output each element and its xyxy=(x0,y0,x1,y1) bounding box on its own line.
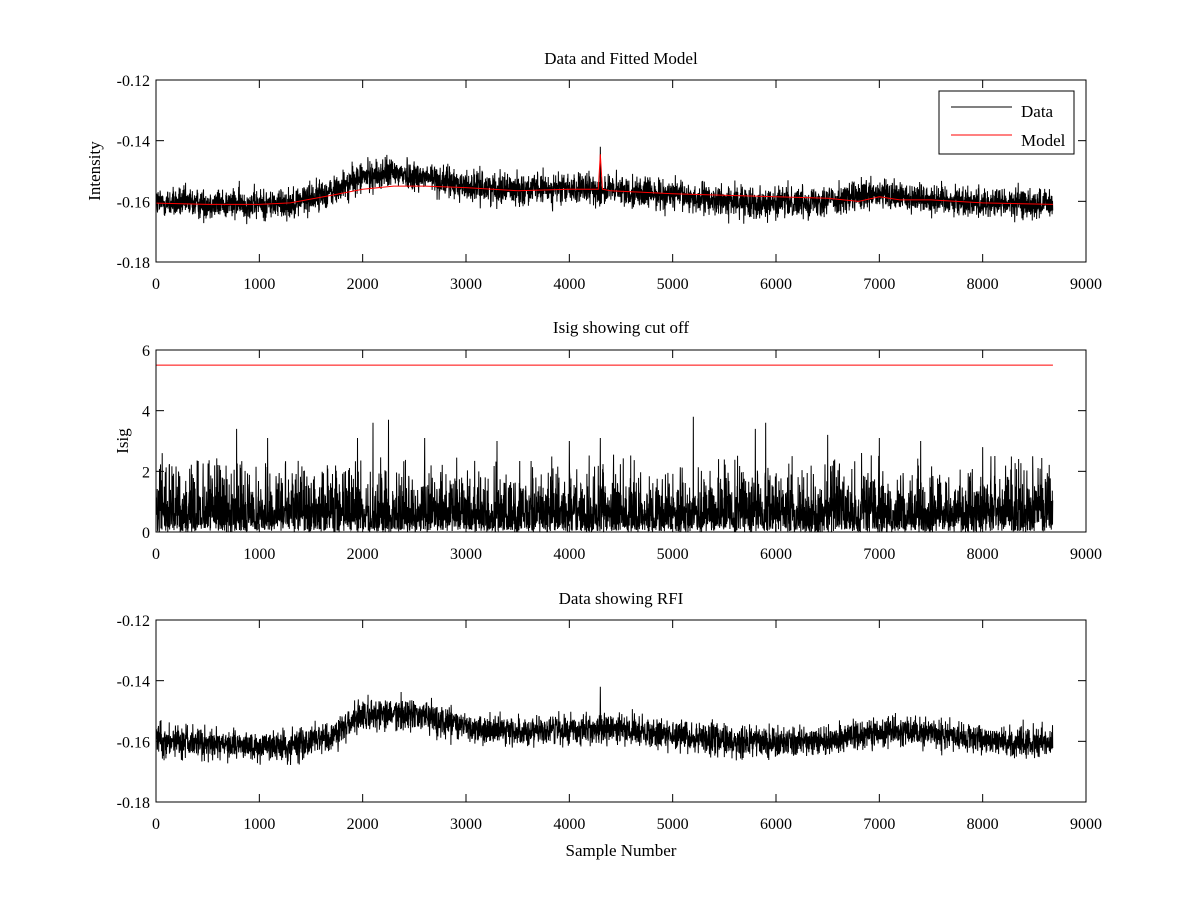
panel-title: Isig showing cut off xyxy=(553,318,689,337)
x-tick-label: 4000 xyxy=(553,546,585,563)
x-tick-label: 2000 xyxy=(347,546,379,563)
x-tick-label: 7000 xyxy=(863,546,895,563)
x-axis-label: Sample Number xyxy=(566,841,677,860)
y-tick-label: 2 xyxy=(142,464,150,481)
y-tick-label: -0.18 xyxy=(117,255,150,272)
x-tick-label: 8000 xyxy=(967,276,999,293)
x-tick-label: 6000 xyxy=(760,546,792,563)
legend-label-data: Data xyxy=(1021,102,1054,121)
series-isig xyxy=(155,416,1054,533)
y-tick-label: -0.16 xyxy=(117,734,150,751)
x-tick-label: 9000 xyxy=(1070,276,1102,293)
x-tick-label: 8000 xyxy=(967,816,999,833)
panel-title: Data showing RFI xyxy=(559,589,684,608)
panel-isig-showing-cut-off: Isig showing cut off Isig 0 1000 2000 3000 4… xyxy=(113,318,1102,563)
y-tick-label: -0.16 xyxy=(117,194,150,211)
legend-label-model: Model xyxy=(1021,131,1066,150)
x-tick-label: 7000 xyxy=(863,276,895,293)
y-tick-label: -0.12 xyxy=(117,613,150,630)
y-tick-label: -0.14 xyxy=(117,134,150,151)
series-data xyxy=(155,146,1054,225)
series-layer xyxy=(155,364,1054,533)
x-tick-label: 6000 xyxy=(760,816,792,833)
x-tick-label: 0 xyxy=(152,816,160,833)
x-tick-label: 5000 xyxy=(657,546,689,563)
series-layer xyxy=(155,146,1054,225)
panel-title: Data and Fitted Model xyxy=(544,49,698,68)
x-tick-label: 1000 xyxy=(243,816,275,833)
legend-box xyxy=(938,90,1075,155)
axes-layer: 0 1000 2000 3000 4000 5000 6000 7000 8000 9000 0 2 4… xyxy=(142,343,1102,563)
axes-layer: 0 1000 2000 3000 4000 5000 6000 7000 8000 9000 -0.… xyxy=(117,73,1102,293)
x-tick-label: 1000 xyxy=(243,276,275,293)
y-tick-label: -0.18 xyxy=(117,795,150,812)
x-tick-label: 4000 xyxy=(553,816,585,833)
x-tick-label: 3000 xyxy=(450,546,482,563)
x-tick-label: 3000 xyxy=(450,276,482,293)
y-tick-label: 6 xyxy=(142,343,150,360)
x-tick-label: 5000 xyxy=(657,276,689,293)
y-axis-label: Intensity xyxy=(85,141,104,201)
panel-data-and-fitted-model: Data and Fitted Model Intensity 0 1000 200… xyxy=(85,49,1102,293)
axes-layer: 0 1000 2000 3000 4000 5000 6000 7000 8000 9000 -0.… xyxy=(117,613,1102,833)
axes-frame xyxy=(155,619,1087,803)
x-tick-label: 4000 xyxy=(553,276,585,293)
y-tick-label: 4 xyxy=(142,404,150,421)
axes-frame xyxy=(155,79,1087,263)
x-tick-label: 8000 xyxy=(967,546,999,563)
x-tick-label: 0 xyxy=(152,546,160,563)
series-data xyxy=(155,686,1054,765)
x-tick-label: 5000 xyxy=(657,816,689,833)
y-tick-label: -0.12 xyxy=(117,73,150,90)
x-tick-label: 2000 xyxy=(347,816,379,833)
y-axis-label: Isig xyxy=(113,428,132,454)
legend: Data Model xyxy=(938,90,1075,155)
x-tick-label: 7000 xyxy=(863,816,895,833)
y-tick-label: 0 xyxy=(142,525,150,542)
x-tick-label: 9000 xyxy=(1070,816,1102,833)
axes-frame xyxy=(155,349,1087,533)
x-tick-label: 1000 xyxy=(243,546,275,563)
series-model xyxy=(155,154,1053,205)
x-tick-label: 0 xyxy=(152,276,160,293)
x-tick-label: 6000 xyxy=(760,276,792,293)
x-tick-label: 3000 xyxy=(450,816,482,833)
series-layer xyxy=(155,686,1054,765)
panel-data-showing-rfi: Data showing RFI Sample Number 0 1000 2000… xyxy=(117,589,1102,860)
x-tick-label: 2000 xyxy=(347,276,379,293)
y-tick-label: -0.14 xyxy=(117,674,150,691)
x-tick-label: 9000 xyxy=(1070,546,1102,563)
